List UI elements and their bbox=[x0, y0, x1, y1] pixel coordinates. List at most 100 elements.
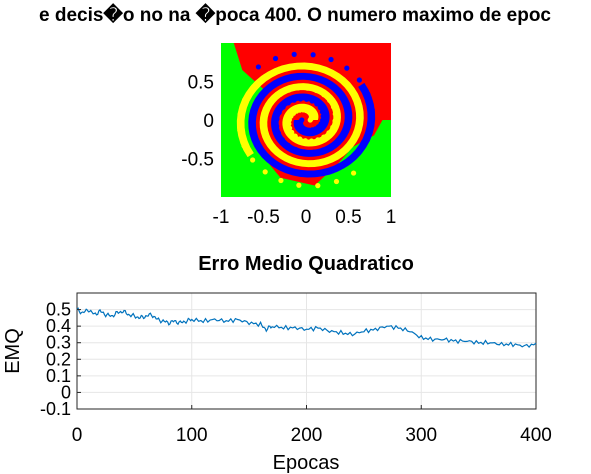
blue-point bbox=[253, 139, 259, 145]
blue-point bbox=[311, 149, 317, 155]
yellow-point bbox=[276, 66, 283, 72]
yellow-point bbox=[357, 108, 363, 114]
yellow-point bbox=[265, 106, 271, 112]
y-tick-label: 0.1 bbox=[46, 366, 71, 386]
yellow-point bbox=[250, 157, 256, 163]
yellow-point bbox=[304, 85, 311, 91]
yellow-point bbox=[346, 83, 352, 90]
x-tick-label: -0.5 bbox=[247, 207, 280, 228]
blue-point bbox=[293, 146, 299, 153]
blue-point bbox=[344, 119, 350, 125]
blue-point bbox=[304, 96, 310, 102]
blue-point bbox=[253, 101, 259, 108]
blue-point bbox=[306, 74, 312, 80]
blue-point bbox=[320, 117, 326, 123]
y-tick-label: 0.5 bbox=[188, 73, 214, 94]
blue-point bbox=[301, 149, 308, 155]
yellow-point bbox=[357, 120, 363, 127]
blue-point bbox=[344, 109, 351, 115]
blue-point bbox=[314, 171, 320, 177]
blue-point bbox=[344, 65, 350, 71]
blue-point bbox=[328, 82, 334, 89]
blue-point bbox=[275, 130, 282, 136]
blue-point bbox=[310, 52, 316, 58]
x-tick-label: 100 bbox=[176, 425, 208, 446]
blue-point bbox=[364, 137, 370, 143]
yellow-point bbox=[327, 97, 333, 103]
yellow-point bbox=[297, 136, 303, 142]
blue-point bbox=[320, 147, 326, 153]
blue-point bbox=[317, 105, 323, 111]
yellow-point bbox=[308, 138, 315, 144]
yellow-point bbox=[333, 178, 340, 185]
yellow-point bbox=[353, 95, 359, 101]
blue-point bbox=[342, 99, 348, 105]
yellow-point bbox=[286, 87, 292, 93]
blue-point bbox=[272, 55, 279, 62]
yellow-point bbox=[325, 157, 331, 163]
blue-point bbox=[365, 91, 371, 97]
yellow-point bbox=[288, 157, 294, 163]
x-tick-label: 0.5 bbox=[335, 207, 361, 228]
yellow-point bbox=[321, 92, 327, 98]
decision-region-plot bbox=[221, 43, 391, 197]
blue-point bbox=[270, 160, 276, 166]
blue-point bbox=[270, 82, 276, 89]
y-tick-label: 0 bbox=[203, 111, 214, 132]
x-tick-label: 400 bbox=[520, 425, 552, 446]
blue-point bbox=[314, 101, 320, 107]
blue-point bbox=[355, 150, 362, 156]
yellow-point bbox=[292, 63, 298, 69]
blue-point bbox=[249, 113, 255, 120]
blue-point bbox=[329, 143, 335, 149]
blue-point bbox=[291, 97, 297, 103]
blue-point bbox=[255, 64, 262, 70]
yellow-point bbox=[278, 177, 284, 184]
yellow-point bbox=[261, 125, 268, 131]
yellow-point bbox=[326, 130, 332, 136]
blue-point bbox=[369, 122, 375, 128]
yellow-point bbox=[292, 133, 298, 139]
blue-point bbox=[341, 128, 347, 134]
yellow-point bbox=[315, 183, 321, 189]
yellow-point bbox=[241, 143, 247, 149]
x-tick-label: 300 bbox=[405, 425, 437, 446]
y-tick-label: 0 bbox=[61, 382, 71, 402]
yellow-point bbox=[330, 104, 337, 110]
mse-series-line bbox=[76, 307, 537, 349]
blue-point bbox=[344, 161, 350, 167]
yellow-point bbox=[323, 67, 329, 73]
blue-point bbox=[276, 109, 282, 116]
yellow-point bbox=[270, 144, 276, 150]
blue-point bbox=[291, 51, 297, 57]
blue-point bbox=[328, 56, 334, 63]
blue-point bbox=[329, 168, 336, 174]
yellow-point bbox=[332, 118, 338, 124]
blue-point bbox=[320, 113, 326, 119]
blue-point bbox=[285, 142, 291, 148]
blue-point bbox=[280, 104, 286, 110]
yellow-point bbox=[262, 115, 268, 121]
y-tick-label: 0.4 bbox=[46, 316, 71, 336]
yellow-point bbox=[237, 112, 243, 118]
y-tick-label: 0.5 bbox=[46, 300, 71, 320]
blue-point bbox=[249, 126, 255, 132]
blue-point bbox=[260, 91, 266, 97]
region-yellow bbox=[236, 62, 364, 168]
mse-grid bbox=[76, 293, 537, 410]
yellow-point bbox=[270, 98, 276, 104]
blue-point bbox=[336, 136, 342, 142]
x-tick-label: 0 bbox=[72, 425, 83, 446]
region-blue bbox=[248, 72, 376, 178]
blue-point bbox=[279, 137, 285, 143]
blue-point bbox=[285, 100, 291, 106]
yellow-point bbox=[332, 111, 338, 117]
blue-point bbox=[309, 98, 315, 104]
yellow-point bbox=[295, 85, 301, 91]
x-tick-label: -1 bbox=[213, 207, 230, 228]
blue-point bbox=[281, 77, 287, 83]
blue-point bbox=[318, 77, 324, 83]
x-tick-label: 1 bbox=[386, 207, 397, 228]
yellow-point bbox=[250, 84, 257, 90]
